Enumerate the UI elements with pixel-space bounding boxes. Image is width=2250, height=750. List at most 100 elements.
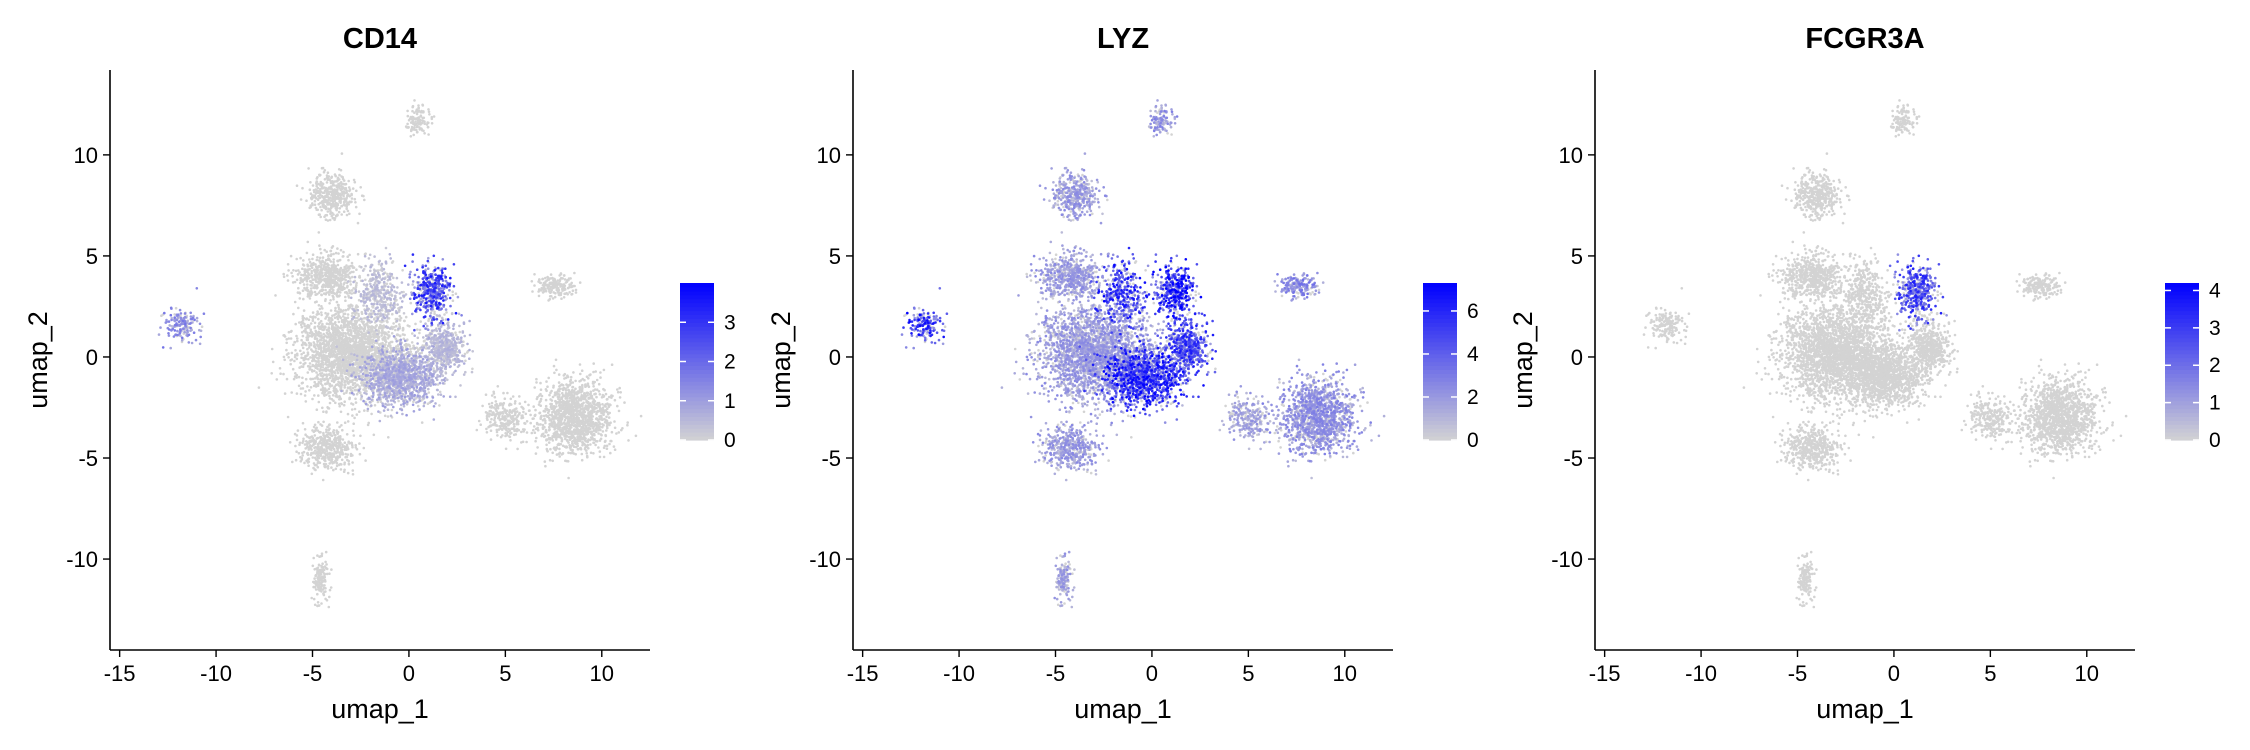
scatter-point: [322, 338, 326, 342]
scatter-point: [293, 375, 297, 378]
scatter-point: [328, 373, 331, 377]
scatter-point: [550, 288, 553, 292]
scatter-point: [333, 377, 337, 381]
scatter-point: [320, 554, 324, 558]
scatter-point: [544, 276, 547, 280]
scatter-point: [356, 252, 360, 256]
scatter-point: [302, 297, 305, 301]
scatter-point: [349, 454, 353, 458]
scatter-point: [321, 328, 324, 331]
scatter-point: [314, 359, 317, 363]
scatter-point: [328, 302, 331, 305]
scatter-point: [315, 446, 319, 449]
scatter-point: [330, 290, 334, 293]
scatter-point: [332, 347, 336, 350]
scatter-point: [531, 290, 534, 293]
scatter-point: [534, 439, 537, 443]
scatter-point: [380, 334, 383, 337]
scatter-point: [351, 429, 355, 433]
scatter-point: [389, 344, 392, 347]
scatter-point: [334, 437, 338, 440]
scatter-point: [321, 288, 325, 292]
scatter-point: [415, 112, 419, 116]
scatter-point: [319, 319, 323, 323]
scatter-point: [351, 187, 355, 190]
scatter-point: [310, 451, 313, 455]
scatter-point: [331, 192, 334, 196]
scatter-point: [325, 174, 329, 177]
scatter-point: [332, 260, 335, 264]
scatter-point: [302, 439, 305, 443]
scatter-point: [350, 193, 353, 197]
scatter-point: [337, 320, 341, 324]
scatter-point: [358, 212, 361, 216]
scatter-point: [386, 344, 390, 348]
scatter-point: [367, 328, 371, 331]
scatter-point: [303, 324, 306, 328]
scatter-point: [312, 354, 316, 358]
scatter-point: [306, 263, 309, 267]
scatter-point: [311, 377, 315, 381]
scatter-point: [304, 355, 308, 358]
scatter-point: [327, 177, 330, 180]
scatter-point: [342, 312, 346, 316]
scatter-point: [322, 332, 326, 336]
scatter-point: [322, 335, 326, 339]
scatter-point: [300, 365, 303, 368]
scatter-point: [338, 198, 342, 201]
scatter-point: [358, 354, 362, 358]
scatter-point: [308, 260, 312, 264]
scatter-point: [350, 322, 354, 326]
scatter-point: [334, 312, 338, 316]
scatter-point: [317, 400, 321, 404]
scatter-point: [594, 370, 597, 373]
scatter-point: [330, 452, 334, 455]
scatter-point: [380, 325, 383, 329]
scatter-point: [406, 126, 410, 129]
scatter-point: [580, 458, 584, 462]
scatter-point: [351, 339, 355, 343]
scatter-point: [309, 377, 312, 381]
scatter-point: [350, 289, 354, 292]
scatter-point: [330, 434, 334, 438]
scatter-point: [548, 295, 552, 298]
scatter-point: [554, 292, 557, 295]
scatter-point: [604, 433, 607, 437]
scatter-point: [293, 300, 297, 304]
scatter-point: [324, 550, 328, 554]
scatter-point: [546, 411, 550, 415]
scatter-point: [351, 348, 355, 352]
scatter-point: [417, 106, 421, 110]
scatter-point: [319, 378, 322, 381]
scatter-point: [336, 431, 339, 435]
scatter-point: [363, 327, 367, 331]
scatter-point: [338, 336, 341, 339]
scatter-point: [292, 343, 295, 347]
scatter-point: [547, 433, 550, 437]
scatter-point: [304, 390, 307, 393]
scatter-point: [598, 450, 602, 453]
scatter-point: [323, 215, 326, 219]
scatter-point: [342, 283, 346, 286]
scatter-point: [332, 266, 335, 269]
scatter-point: [579, 388, 582, 391]
scatter-point: [311, 429, 314, 432]
scatter-point: [334, 323, 338, 327]
scatter-point: [618, 386, 621, 390]
scatter-point: [347, 440, 351, 444]
scatter-point: [313, 195, 316, 199]
scatter-point: [323, 575, 326, 578]
scatter-point: [291, 460, 294, 464]
scatter-point: [359, 325, 362, 329]
scatter-point: [300, 458, 304, 461]
scatter-point: [295, 438, 299, 442]
scatter-point: [344, 361, 348, 364]
scatter-point: [318, 307, 322, 311]
scatter-point: [286, 263, 290, 266]
scatter-point: [338, 310, 342, 314]
scatter-point: [337, 193, 341, 197]
scatter-point: [368, 334, 372, 337]
scatter-point: [289, 330, 293, 334]
scatter-point: [316, 377, 319, 381]
scatter-point: [354, 397, 357, 401]
